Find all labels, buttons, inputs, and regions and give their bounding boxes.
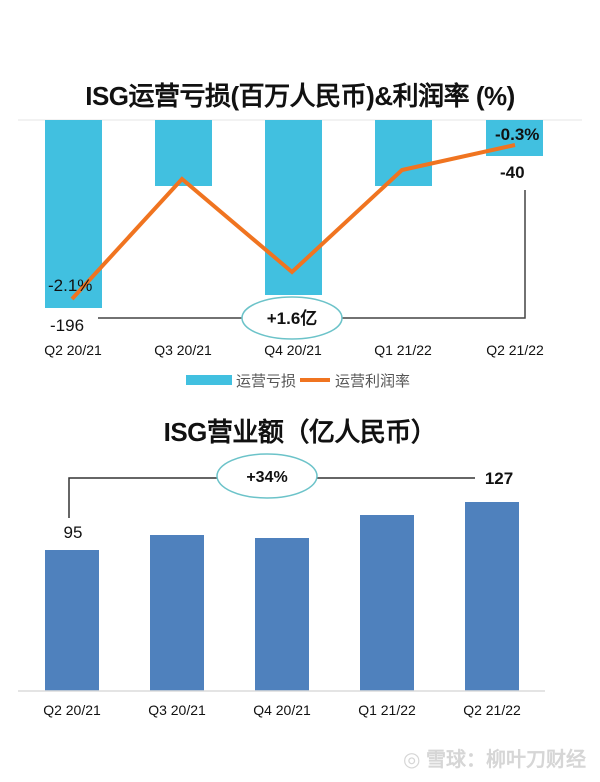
- x-tick: Q4 20/21: [253, 702, 311, 718]
- chart2-title: ISG营业额（亿人民币）: [163, 417, 437, 447]
- chart1-annotation: +1.6亿: [267, 308, 318, 328]
- chart1-bars: [45, 120, 543, 308]
- chart2-label-last: 127: [485, 469, 513, 488]
- chart1-annotation-ellipse: [241, 296, 343, 340]
- chart2-annotation-ellipse: [216, 453, 318, 499]
- snowball-logo-icon: ◎: [402, 749, 421, 771]
- margin-line: [70, 143, 516, 301]
- bar-label-first: -196: [50, 316, 84, 335]
- chart2-bars: [45, 502, 519, 691]
- chart1-x-axis: Q2 20/21 Q3 20/21 Q4 20/21 Q1 21/22 Q2 2…: [44, 342, 544, 358]
- watermark-text: 雪球：柳叶刀财经: [426, 749, 586, 771]
- x-tick: Q2 20/21: [43, 702, 101, 718]
- x-tick: Q2 20/21: [44, 342, 102, 358]
- legend-line-label: 运营利润率: [335, 373, 410, 390]
- x-tick: Q1 21/22: [374, 342, 432, 358]
- bar-q2-2122: [465, 502, 519, 691]
- line-label-first: -2.1%: [48, 276, 92, 295]
- bar-q3-2021: [155, 120, 212, 186]
- bar-q1-2122: [360, 515, 414, 691]
- chart1-title: ISG运营亏损(百万人民币)&利润率 (%): [85, 81, 515, 111]
- x-tick: Q1 21/22: [358, 702, 416, 718]
- legend-bar-label: 运营亏损: [236, 373, 296, 390]
- bar-q3-2021: [150, 535, 204, 691]
- bar-q4-2021: [255, 538, 309, 691]
- legend-bar-swatch: [186, 375, 232, 385]
- line-label-last: -0.3%: [495, 125, 539, 144]
- watermark: ◎ 雪球：柳叶刀财经: [403, 743, 586, 772]
- bar-label-last: -40: [500, 163, 525, 182]
- chart2-x-axis: Q2 20/21 Q3 20/21 Q4 20/21 Q1 21/22 Q2 2…: [43, 702, 521, 718]
- chart1-legend: 运营亏损 运营利润率: [186, 373, 410, 390]
- chart1-bracket: [98, 190, 526, 319]
- x-tick: Q3 20/21: [148, 702, 206, 718]
- x-tick: Q2 21/22: [463, 702, 521, 718]
- chart2-label-first: 95: [64, 523, 83, 542]
- bar-q2-2021: [45, 550, 99, 691]
- chart2: +34% 127 95 Q2 20/21 Q3 20/21 Q4 20/21 Q…: [18, 453, 545, 718]
- chart2-bracket: [68, 477, 475, 518]
- bar-q1-2122: [375, 120, 432, 186]
- x-tick: Q4 20/21: [264, 342, 322, 358]
- bar-q4-2021: [265, 120, 322, 295]
- x-tick: Q3 20/21: [154, 342, 212, 358]
- chart2-annotation: +34%: [246, 469, 287, 486]
- chart1: -2.1% -0.3% -196 -40 +1.6亿 Q2 20/21 Q3 2…: [18, 119, 582, 390]
- x-tick: Q2 21/22: [486, 342, 544, 358]
